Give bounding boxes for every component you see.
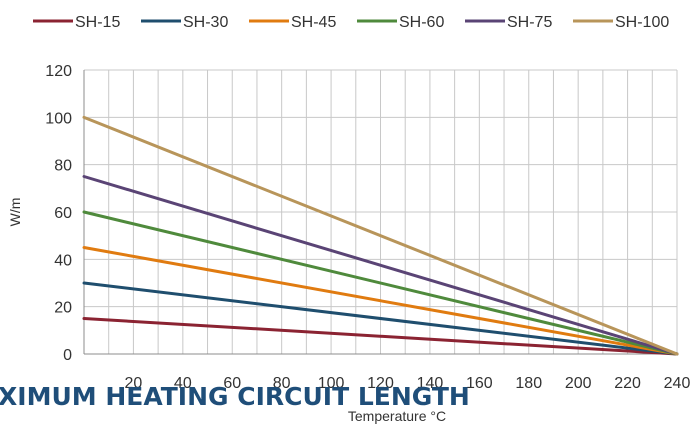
- y-tick-label: 120: [45, 63, 72, 80]
- x-tick-label: 120: [367, 375, 394, 392]
- x-tick-label: 20: [125, 375, 143, 392]
- x-tick-label: 80: [273, 375, 291, 392]
- y-tick-label: 60: [54, 205, 72, 222]
- legend: SH-15 SH-30 SH-45 SH-60 SH-75 SH-100: [33, 14, 669, 31]
- x-axis-title: Temperature °C: [348, 408, 446, 424]
- x-tick-label: 100: [318, 375, 345, 392]
- series-line-sh-60: [82, 210, 679, 356]
- series-line-sh-75: [82, 175, 679, 356]
- legend-label: SH-100: [615, 14, 669, 31]
- series-lines: [82, 115, 679, 356]
- y-tick-label: 20: [54, 300, 72, 317]
- series-line-sh-30: [82, 281, 679, 356]
- series-line-sh-15: [82, 317, 679, 356]
- legend-label: SH-15: [75, 14, 120, 31]
- x-tick-label: 140: [417, 375, 444, 392]
- legend-label: SH-45: [291, 14, 336, 31]
- grid: [84, 69, 678, 354]
- legend-label: SH-60: [399, 14, 444, 31]
- x-tick-label: 40: [174, 375, 192, 392]
- y-axis-title: W/m: [7, 198, 23, 227]
- series-line-sh-100: [82, 115, 679, 356]
- y-tick-label: 80: [54, 158, 72, 175]
- x-tick-label: 240: [664, 375, 691, 392]
- series-line-sh-45: [82, 246, 679, 356]
- y-tick-label: 40: [54, 252, 72, 269]
- x-tick-label: 160: [466, 375, 493, 392]
- legend-label: SH-30: [183, 14, 228, 31]
- x-tick-label: 60: [223, 375, 241, 392]
- axes: 0 20 40 60 80 100 120 20 40 60 80 100 120 140 160 180 20…: [45, 63, 690, 392]
- x-tick-label: 180: [515, 375, 542, 392]
- legend-label: SH-75: [507, 14, 552, 31]
- x-tick-label: 220: [614, 375, 641, 392]
- x-tick-label: 200: [565, 375, 592, 392]
- overlay-heading: XIMUM HEATING CIRCUIT LENGTH: [0, 382, 470, 411]
- y-tick-label: 100: [45, 110, 72, 127]
- y-tick-label: 0: [63, 347, 72, 364]
